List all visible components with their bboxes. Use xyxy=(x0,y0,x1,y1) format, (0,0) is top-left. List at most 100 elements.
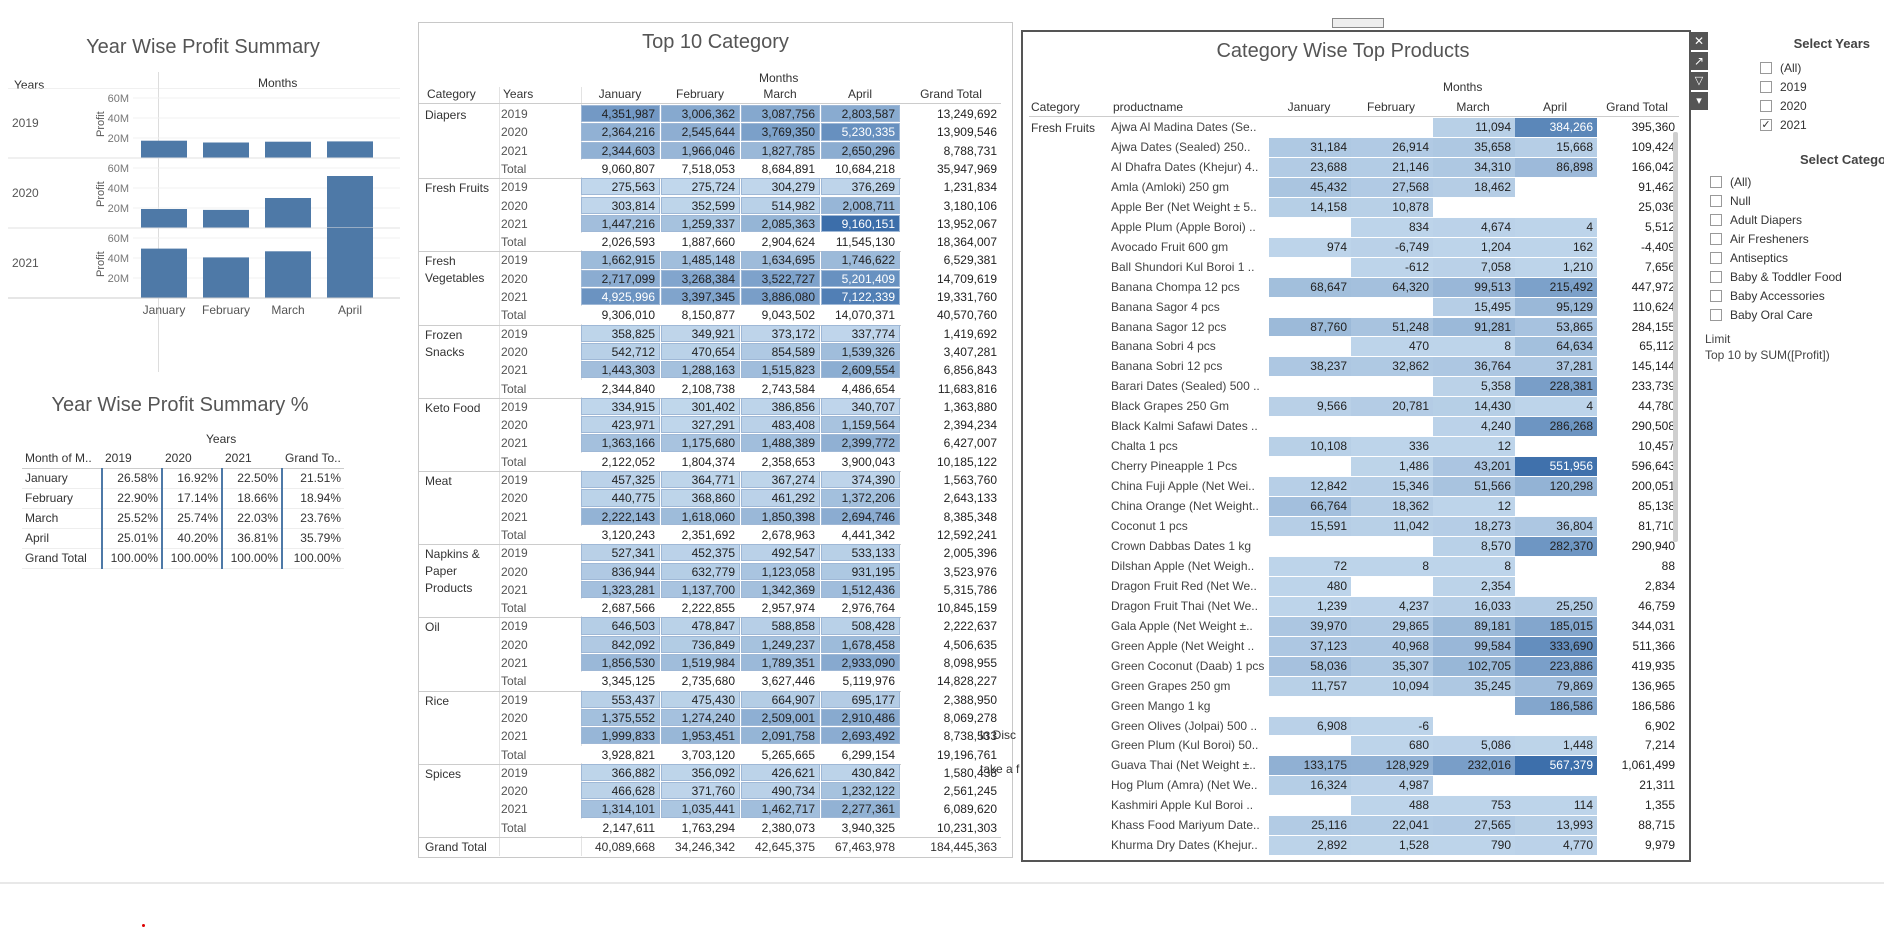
product-value-cell[interactable]: 16,324 xyxy=(1269,776,1351,796)
top10-value-cell[interactable]: 303,814 xyxy=(581,196,660,214)
top10-value-cell[interactable]: 13,909,546 xyxy=(901,123,1002,141)
top10-value-cell[interactable]: 14,828,227 xyxy=(901,672,1002,690)
top10-value-cell[interactable]: 514,982 xyxy=(741,196,820,214)
product-value-cell[interactable] xyxy=(1433,716,1515,736)
product-value-cell[interactable]: 11,042 xyxy=(1351,517,1433,536)
bar-2020-april[interactable] xyxy=(327,176,373,228)
product-value-cell[interactable]: 20,781 xyxy=(1351,397,1433,417)
category-filter-option[interactable]: Antiseptics xyxy=(1710,248,1842,267)
top10-value-cell[interactable]: 14,709,619 xyxy=(901,269,1002,287)
top10-value-cell[interactable]: 1,512,436 xyxy=(821,580,900,599)
top10-value-cell[interactable]: 368,860 xyxy=(661,489,740,507)
product-value-cell[interactable]: 282,370 xyxy=(1515,536,1597,556)
bar-2021-april[interactable] xyxy=(327,228,373,298)
top10-value-cell[interactable]: 11,545,130 xyxy=(821,233,900,251)
top10-value-cell[interactable]: 3,928,821 xyxy=(581,745,660,763)
product-total-cell[interactable]: 7,656 xyxy=(1597,257,1679,277)
top10-value-cell[interactable]: 1,804,374 xyxy=(661,452,740,470)
top10-value-cell[interactable]: 1,519,984 xyxy=(661,654,740,672)
product-value-cell[interactable] xyxy=(1269,118,1351,137)
checkbox-icon[interactable] xyxy=(1710,270,1722,283)
top10-value-cell[interactable]: 1,953,451 xyxy=(661,727,740,745)
top10-value-cell[interactable]: 2,957,974 xyxy=(741,599,820,617)
top10-value-cell[interactable]: 1,137,700 xyxy=(661,580,740,599)
product-value-cell[interactable] xyxy=(1515,497,1597,516)
products-category-label[interactable]: Fresh Fruits xyxy=(1031,121,1096,135)
top10-value-cell[interactable]: 1,231,834 xyxy=(901,178,1002,196)
top10-value-cell[interactable]: 1,827,785 xyxy=(741,141,820,159)
bar-2019-march[interactable] xyxy=(265,141,311,158)
top10-value-cell[interactable]: 492,547 xyxy=(741,544,820,562)
product-total-cell[interactable]: -4,409 xyxy=(1597,237,1679,257)
top10-value-cell[interactable]: 35,947,969 xyxy=(901,159,1002,178)
product-value-cell[interactable] xyxy=(1269,736,1351,756)
product-value-cell[interactable]: 120,298 xyxy=(1515,477,1597,497)
product-value-cell[interactable]: 488 xyxy=(1351,796,1433,816)
top10-value-cell[interactable]: 8,385,348 xyxy=(901,507,1002,525)
top10-value-cell[interactable]: 386,856 xyxy=(741,397,820,416)
top10-value-cell[interactable]: 8,150,877 xyxy=(661,306,740,324)
product-value-cell[interactable] xyxy=(1515,556,1597,576)
top10-value-cell[interactable]: 426,621 xyxy=(741,763,820,782)
product-name-cell[interactable]: Chalta 1 pcs xyxy=(1111,439,1178,454)
top10-value-cell[interactable]: 3,407,281 xyxy=(901,342,1002,361)
product-value-cell[interactable]: 10,878 xyxy=(1351,197,1433,217)
product-value-cell[interactable]: 99,513 xyxy=(1433,277,1515,297)
product-value-cell[interactable]: 9,566 xyxy=(1269,397,1351,417)
product-value-cell[interactable]: 7,058 xyxy=(1433,257,1515,277)
top10-value-cell[interactable]: 1,323,281 xyxy=(581,580,660,599)
top10-value-cell[interactable]: 9,160,151 xyxy=(821,214,900,233)
top10-value-cell[interactable]: 483,408 xyxy=(741,416,820,434)
product-name-cell[interactable]: Gala Apple (Net Weight ±.. xyxy=(1111,618,1253,633)
product-value-cell[interactable] xyxy=(1433,197,1515,217)
product-value-cell[interactable] xyxy=(1515,177,1597,197)
product-value-cell[interactable] xyxy=(1269,297,1351,317)
top10-value-cell[interactable]: 6,529,381 xyxy=(901,251,1002,269)
year-filter-option[interactable]: (All) xyxy=(1760,58,1807,77)
top10-value-cell[interactable]: 356,092 xyxy=(661,763,740,782)
product-value-cell[interactable]: 4 xyxy=(1515,217,1597,237)
top10-value-cell[interactable]: 2,364,216 xyxy=(581,123,660,141)
top10-value-cell[interactable]: 470,654 xyxy=(661,342,740,361)
product-total-cell[interactable]: 46,759 xyxy=(1597,596,1679,616)
top10-category-label[interactable]: Meat xyxy=(425,474,452,488)
product-name-cell[interactable]: Ajwa Dates (Sealed) 250.. xyxy=(1111,139,1251,154)
top10-value-cell[interactable]: 2,026,593 xyxy=(581,233,660,251)
product-value-cell[interactable]: 974 xyxy=(1269,237,1351,257)
product-value-cell[interactable] xyxy=(1269,536,1351,556)
top10-value-cell[interactable]: 2,678,963 xyxy=(741,525,820,544)
product-value-cell[interactable]: 53,865 xyxy=(1515,317,1597,337)
top10-value-cell[interactable]: 842,092 xyxy=(581,635,660,653)
product-name-cell[interactable]: Barari Dates (Sealed) 500 .. xyxy=(1111,379,1260,394)
more-options-icon[interactable]: ▾ xyxy=(1690,92,1708,110)
top10-value-cell[interactable]: 1,123,058 xyxy=(741,562,820,580)
product-value-cell[interactable] xyxy=(1351,377,1433,397)
category-filter-option[interactable]: Null xyxy=(1710,191,1842,210)
product-value-cell[interactable] xyxy=(1433,776,1515,796)
top10-value-cell[interactable]: 6,427,007 xyxy=(901,434,1002,452)
product-value-cell[interactable]: 68,647 xyxy=(1269,277,1351,297)
top10-value-cell[interactable]: 2,609,554 xyxy=(821,361,900,379)
top10-value-cell[interactable]: 1,515,823 xyxy=(741,361,820,379)
product-total-cell[interactable]: 200,051 xyxy=(1597,477,1679,497)
top10-value-cell[interactable]: 275,724 xyxy=(661,178,740,196)
product-value-cell[interactable]: 128,929 xyxy=(1351,756,1433,776)
product-value-cell[interactable]: 480 xyxy=(1269,576,1351,596)
product-value-cell[interactable] xyxy=(1269,217,1351,237)
product-value-cell[interactable]: 551,956 xyxy=(1515,457,1597,477)
top10-value-cell[interactable]: 5,265,665 xyxy=(741,745,820,763)
top10-category-label[interactable]: Rice xyxy=(425,693,450,708)
year-filter-option[interactable]: 2020 xyxy=(1760,96,1807,115)
product-value-cell[interactable]: 10,094 xyxy=(1351,676,1433,696)
product-total-cell[interactable]: 81,710 xyxy=(1597,517,1679,536)
top10-value-cell[interactable]: 423,971 xyxy=(581,416,660,434)
product-value-cell[interactable]: 162 xyxy=(1515,237,1597,257)
product-value-cell[interactable]: 51,566 xyxy=(1433,477,1515,497)
top10-value-cell[interactable]: 3,120,243 xyxy=(581,525,660,544)
checkbox-icon[interactable] xyxy=(1760,99,1772,112)
top10-value-cell[interactable]: 1,485,148 xyxy=(661,251,740,269)
product-value-cell[interactable]: 5,358 xyxy=(1433,377,1515,397)
product-total-cell[interactable]: 7,214 xyxy=(1597,736,1679,756)
product-value-cell[interactable]: 384,266 xyxy=(1515,118,1597,137)
product-value-cell[interactable] xyxy=(1351,417,1433,437)
